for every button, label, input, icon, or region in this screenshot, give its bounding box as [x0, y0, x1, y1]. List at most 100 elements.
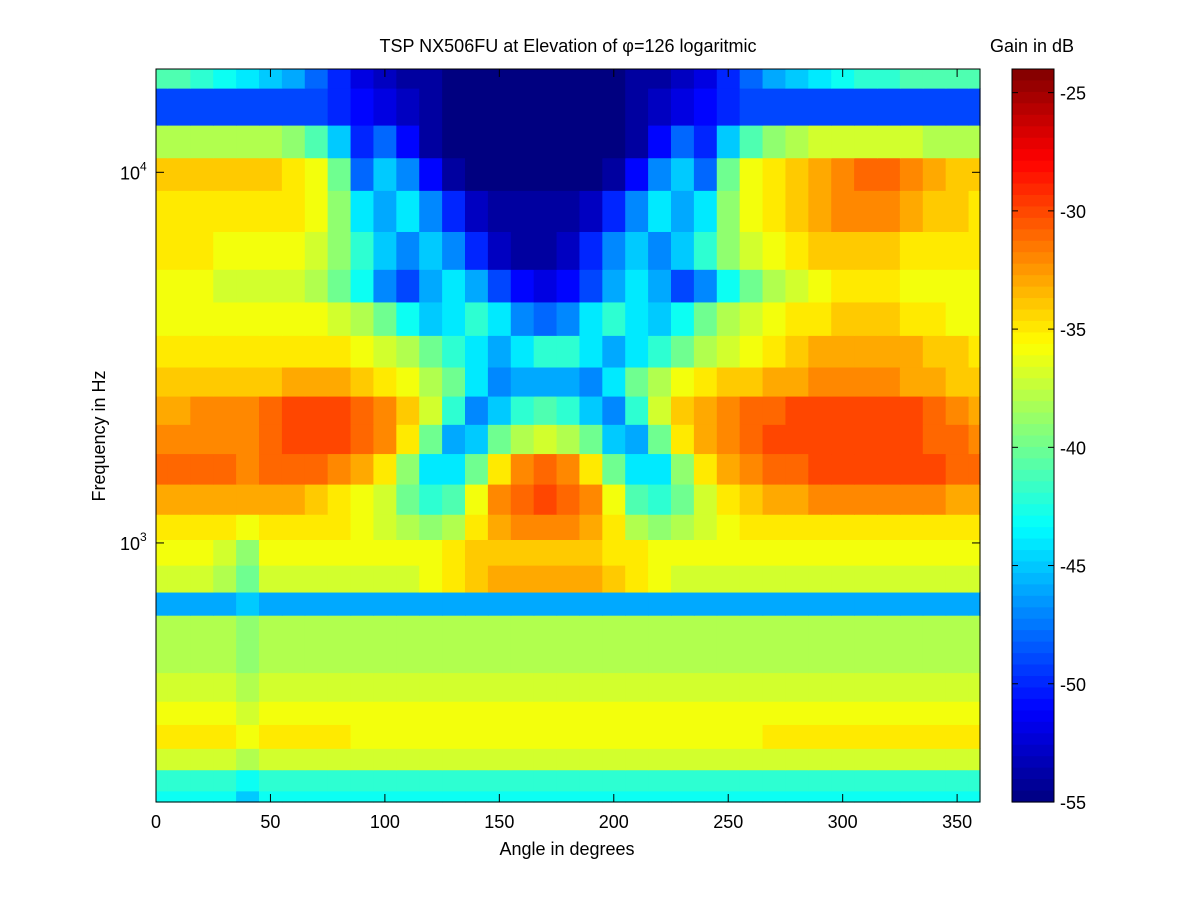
colorbar-segment — [1012, 538, 1054, 551]
heatmap-cell — [579, 514, 603, 540]
heatmap-cell — [648, 231, 672, 270]
heatmap-cell — [877, 769, 901, 792]
heatmap-cell — [945, 701, 970, 725]
heatmap-cell — [968, 453, 981, 485]
heatmap-cell — [693, 301, 718, 336]
heatmap-cell — [579, 748, 603, 771]
heatmap-cell — [236, 539, 260, 566]
heatmap-cell — [236, 769, 260, 792]
heatmap-cell — [899, 395, 924, 425]
heatmap-cell — [968, 88, 981, 126]
y-tick-exponent: 4 — [140, 159, 147, 173]
heatmap-cell — [625, 565, 649, 593]
y-tick-exponent: 3 — [140, 530, 147, 544]
heatmap-cell — [762, 453, 787, 485]
heatmap-cell — [762, 125, 787, 159]
heatmap-cell — [156, 366, 169, 397]
heatmap-cell — [922, 724, 947, 749]
heatmap-cell — [304, 157, 329, 191]
heatmap-cell — [533, 514, 558, 540]
colorbar-segment — [1012, 366, 1054, 379]
heatmap-cell — [419, 395, 443, 425]
heatmap-cell — [785, 424, 809, 455]
heatmap-cell — [167, 453, 191, 485]
heatmap-cell — [579, 724, 603, 749]
heatmap-cell — [739, 701, 764, 725]
heatmap-cell — [190, 190, 214, 232]
heatmap-cell — [442, 701, 466, 725]
heatmap-cell — [968, 701, 981, 725]
heatmap-cell — [739, 301, 764, 336]
heatmap-cell — [190, 748, 214, 771]
heatmap-cell — [281, 591, 306, 616]
heatmap-cell — [739, 514, 764, 540]
heatmap-cell — [625, 591, 649, 616]
heatmap-cell — [350, 724, 375, 749]
heatmap-cell — [968, 366, 981, 397]
heatmap-cell — [304, 269, 329, 303]
heatmap-cell — [281, 125, 306, 159]
heatmap-cell — [785, 395, 809, 425]
heatmap-cell — [625, 769, 649, 792]
colorbar-segment — [1012, 332, 1054, 345]
heatmap-cell — [487, 157, 512, 191]
heatmap-cell — [602, 69, 626, 89]
heatmap-cell — [281, 301, 306, 336]
heatmap-cell — [716, 190, 741, 232]
heatmap-cell — [465, 615, 489, 641]
heatmap-cell — [877, 424, 901, 455]
heatmap-cell — [625, 125, 649, 159]
heatmap-cell — [373, 125, 397, 159]
heatmap-cell — [556, 301, 581, 336]
heatmap-cell — [327, 769, 352, 792]
heatmap-cell — [236, 639, 260, 674]
heatmap-cell — [648, 769, 672, 792]
heatmap-cell — [945, 335, 970, 368]
heatmap-cell — [556, 190, 581, 232]
heatmap-cell — [922, 190, 947, 232]
heatmap-cell — [762, 790, 787, 803]
heatmap-cell — [419, 301, 443, 336]
colorbar-segment — [1012, 263, 1054, 276]
heatmap-cell — [716, 424, 741, 455]
heatmap-cell — [156, 453, 169, 485]
heatmap-cell — [739, 615, 764, 641]
heatmap-cell — [465, 424, 489, 455]
heatmap-cell — [419, 591, 443, 616]
heatmap-cell — [350, 395, 375, 425]
heatmap-cell — [396, 639, 420, 674]
x-tick-label: 50 — [260, 812, 280, 832]
colorbar-segment — [1012, 721, 1054, 734]
heatmap-cell — [854, 424, 878, 455]
heatmap-cell — [327, 335, 352, 368]
heatmap-cell — [693, 424, 718, 455]
heatmap-cell — [693, 395, 718, 425]
heatmap-cell — [739, 125, 764, 159]
heatmap-cell — [808, 335, 832, 368]
heatmap-cell — [213, 88, 237, 126]
colorbar: -25 -30 -35 -40 -45 -50 -55 Gain in dB — [990, 36, 1086, 813]
heatmap-cell — [487, 269, 512, 303]
heatmap-cell — [236, 484, 260, 515]
heatmap-cell — [281, 790, 306, 803]
heatmap-cell — [281, 539, 306, 566]
heatmap-cell — [304, 190, 329, 232]
heatmap-cell — [579, 190, 603, 232]
heatmap-cell — [648, 88, 672, 126]
heatmap-cell — [419, 565, 443, 593]
heatmap-cell — [739, 88, 764, 126]
heatmap-cell — [327, 539, 352, 566]
heatmap-cell — [968, 301, 981, 336]
heatmap-cell — [602, 639, 626, 674]
heatmap-cell — [156, 701, 169, 725]
heatmap-cell — [281, 769, 306, 792]
heatmap-cell — [487, 69, 512, 89]
heatmap-cell — [831, 301, 855, 336]
heatmap-cell — [854, 190, 878, 232]
heatmap-cell — [945, 591, 970, 616]
heatmap-cell — [304, 395, 329, 425]
heatmap-cell — [602, 453, 626, 485]
heatmap-cell — [396, 565, 420, 593]
heatmap-cell — [190, 269, 214, 303]
heatmap-cell — [213, 514, 237, 540]
